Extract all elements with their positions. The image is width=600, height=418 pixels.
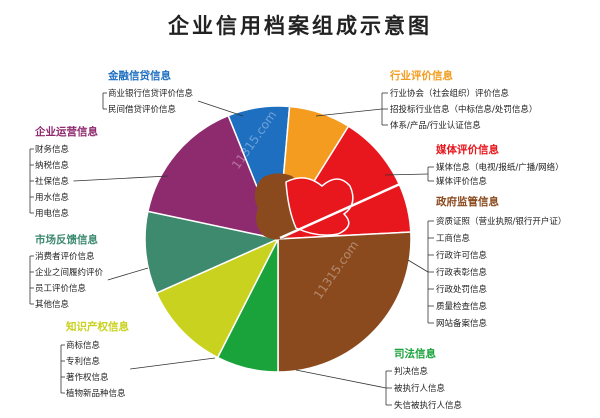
category-title: 政府监管信息 [436, 195, 499, 208]
category-item: 社保信息 [35, 176, 70, 187]
category-item: 行业协会（社会组织）评价信息 [390, 88, 510, 99]
category-item: 员工评价信息 [35, 283, 87, 294]
media-inner-shape [285, 177, 354, 236]
category-item: 商业银行信贷评价信息 [108, 88, 194, 99]
category-item: 判决信息 [394, 366, 429, 377]
category-title: 媒体评价信息 [435, 143, 499, 156]
category-title: 金融信贷信息 [107, 69, 171, 82]
diagram-title: 企业信用档案组成示意图 [168, 14, 432, 38]
category-item: 行政处罚信息 [436, 284, 488, 295]
category-item: 著作权信息 [66, 372, 109, 383]
category-item: 媒体信息（电视/报纸/广播/网络） [436, 162, 564, 173]
category-title: 市场反馈信息 [35, 233, 98, 246]
category-item: 媒体评价信息 [436, 176, 488, 187]
category-title: 知识产权信息 [66, 320, 129, 333]
category-item: 招投标行业信息（中标信息/处罚信息） [390, 104, 537, 115]
category-item: 专利信息 [66, 356, 101, 367]
category-item: 工商信息 [436, 233, 471, 244]
sector-gov [277, 231, 412, 373]
category-item: 消费者评价信息 [35, 251, 95, 262]
category-item: 行政许可信息 [436, 250, 488, 261]
leader-lines [29, 92, 434, 406]
category-item: 资质证照（营业执照/银行开户证） [436, 216, 566, 227]
leader-connector [197, 100, 244, 117]
category-item: 质量检查信息 [436, 301, 488, 312]
leader-connector [130, 357, 216, 370]
category-item: 植物新品种信息 [66, 388, 126, 399]
category-item: 网站备案信息 [436, 318, 488, 329]
category-item: 体系/产品/行业认证信息 [390, 120, 481, 131]
category-item: 行政表彰信息 [436, 267, 488, 278]
category-title: 司法信息 [394, 347, 436, 360]
leader-connector [107, 267, 149, 281]
category-item: 企业之间履约评价 [35, 267, 104, 278]
leader-connector [384, 173, 429, 176]
category-item: 失信被执行人信息 [394, 400, 463, 411]
category-item: 商标信息 [66, 340, 101, 351]
leader-connector [407, 259, 429, 273]
category-item: 财务信息 [35, 144, 70, 155]
category-item: 民间借贷评价信息 [108, 104, 177, 115]
sector-ip [155, 237, 280, 359]
sector-operation [147, 114, 280, 241]
pie-divider [279, 182, 401, 240]
category-item: 纳税信息 [35, 160, 70, 171]
category-item: 其他信息 [35, 299, 70, 310]
leader-connector [295, 369, 387, 389]
category-item: 被执行人信息 [394, 383, 446, 394]
leader-connector [315, 108, 383, 117]
sector-market [144, 210, 281, 295]
category-title: 企业运营信息 [34, 125, 98, 138]
category-title: 行业评价信息 [389, 69, 453, 82]
leader-connector [73, 175, 169, 182]
category-item: 用水信息 [35, 192, 70, 203]
category-item: 用电信息 [35, 208, 70, 219]
